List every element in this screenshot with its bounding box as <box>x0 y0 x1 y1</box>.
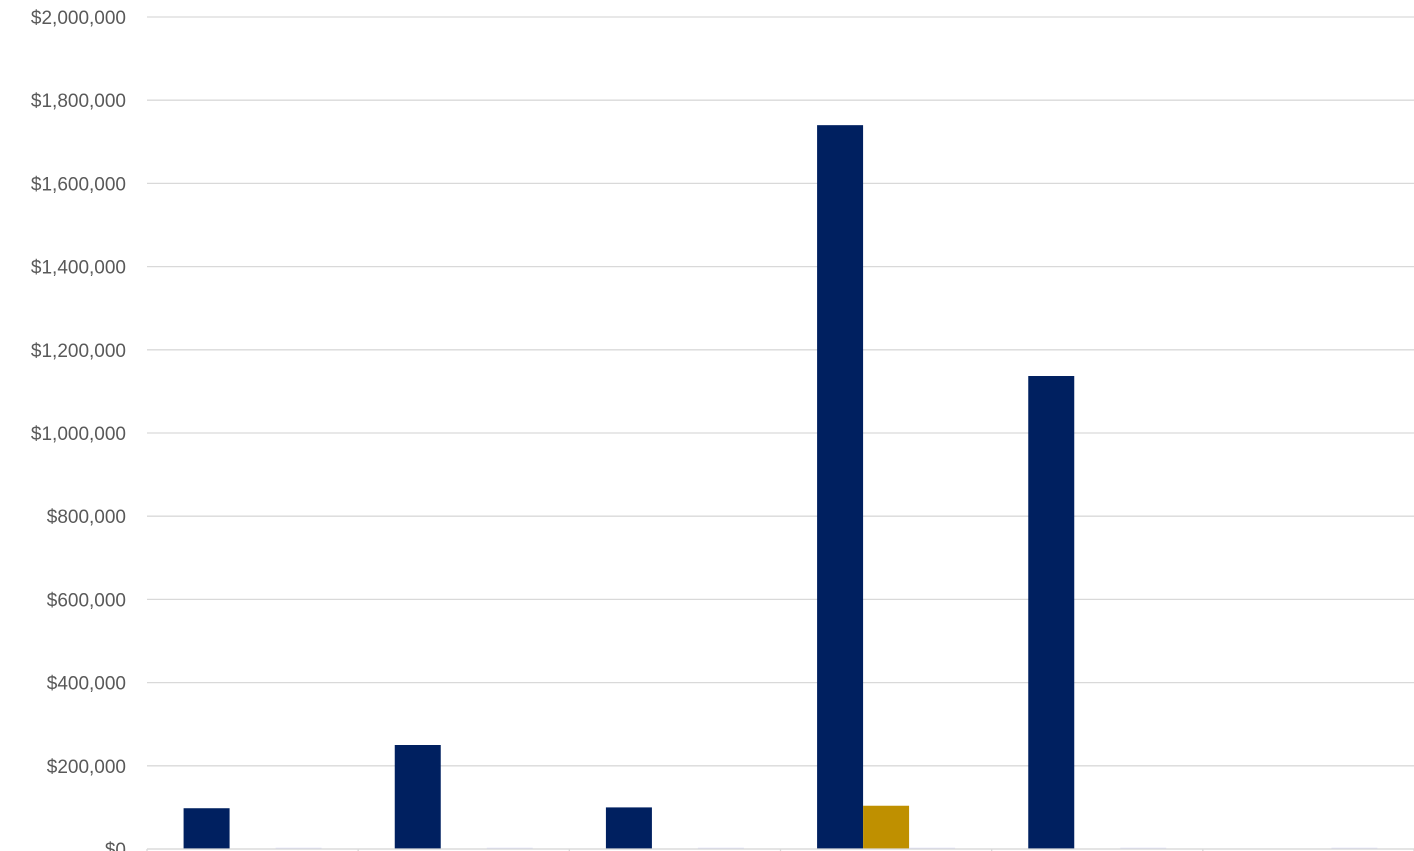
y-tick-label: $2,000,000 <box>31 8 126 29</box>
y-tick-label: $1,600,000 <box>31 174 126 195</box>
y-tick-label: $1,200,000 <box>31 341 126 362</box>
y-tick-label: $1,000,000 <box>31 424 126 445</box>
y-tick-label: $200,000 <box>47 757 126 778</box>
bar-series-1-cat-5 <box>1028 376 1075 849</box>
y-tick-label: $1,400,000 <box>31 258 126 279</box>
gridlines <box>147 16 1414 850</box>
bars <box>183 125 1378 849</box>
y-tick-label: $400,000 <box>47 674 126 695</box>
y-tick-label: $800,000 <box>47 507 126 528</box>
y-axis-tick-labels: $0 $200,000 $400,000 $600,000 $800,000 $1,000… <box>31 8 126 851</box>
y-tick-label: $1,800,000 <box>31 91 126 112</box>
bar-series-1-cat-2 <box>394 745 441 849</box>
bar-series-1-cat-4 <box>817 125 864 849</box>
bar-series-1-cat-3 <box>605 807 652 849</box>
y-tick-label: $600,000 <box>47 590 126 611</box>
bar-series-1-cat-1 <box>183 808 230 849</box>
x-axis <box>146 848 1414 851</box>
y-tick-label: $0 <box>105 840 126 851</box>
bar-series-2-cat-4 <box>863 805 910 849</box>
